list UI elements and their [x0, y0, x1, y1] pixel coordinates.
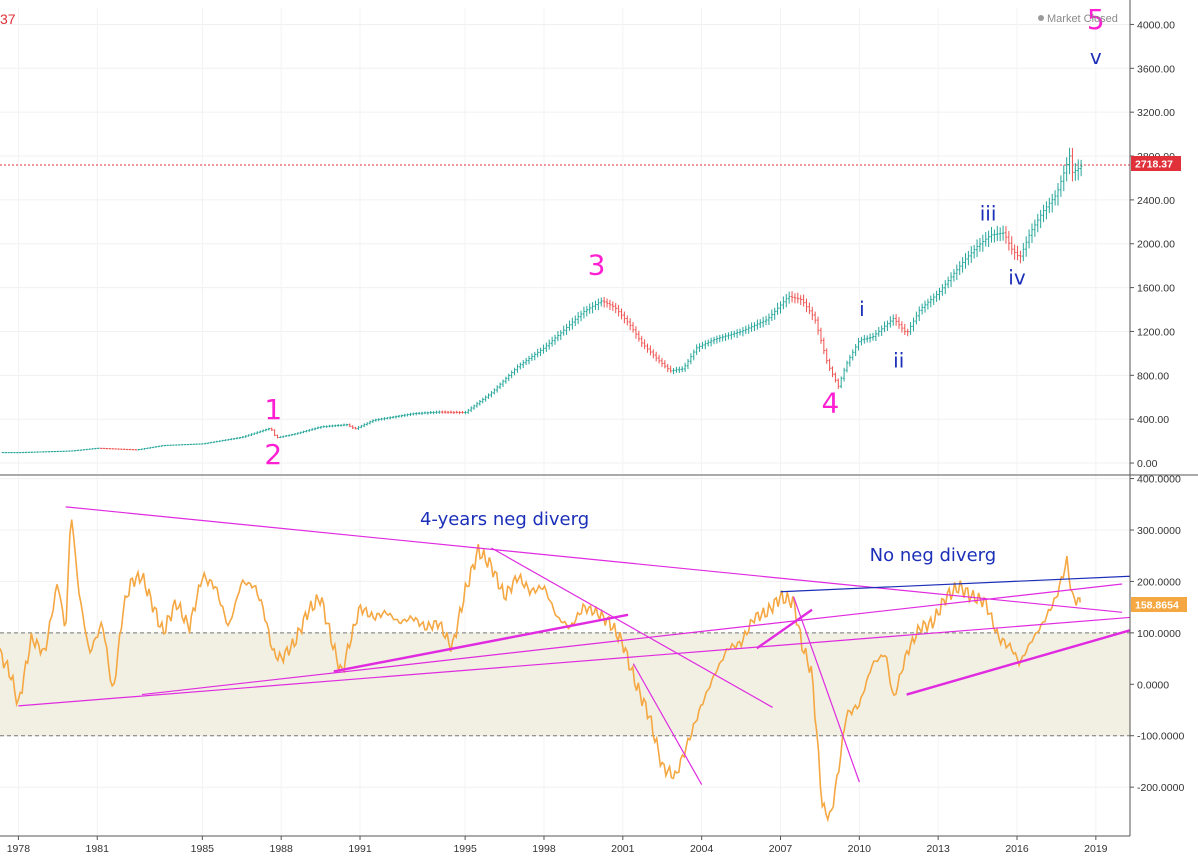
- time-tick-label: 1998: [532, 843, 556, 855]
- market-status-label: Market Closed: [1047, 13, 1118, 25]
- price-tick-label: 4000.00: [1137, 19, 1175, 31]
- price-tick-label: 3200.00: [1137, 107, 1175, 119]
- oscillator-tick-label: 0.0000: [1137, 679, 1169, 691]
- trendline: [793, 596, 860, 783]
- trendline: [141, 583, 1123, 696]
- market-status: Market Closed: [1038, 13, 1118, 25]
- price-candles: [1, 147, 1083, 454]
- oscillator-tick-label: -100.0000: [1137, 731, 1184, 743]
- time-tick-label: 1981: [86, 843, 110, 855]
- oscillator-tick-label: 400.0000: [1137, 474, 1181, 486]
- price-grid: [0, 8, 1130, 474]
- trendline: [906, 629, 1131, 696]
- trendlines: [18, 506, 1131, 785]
- trendline: [333, 613, 629, 673]
- wave-label: 2: [264, 438, 282, 471]
- time-tick-label: 1985: [191, 843, 215, 855]
- wave-label: i: [859, 297, 865, 321]
- time-tick-label: 1978: [7, 843, 31, 855]
- price-tag: 2718.37: [1131, 156, 1181, 171]
- oscillator-series: [0, 519, 1081, 823]
- time-tick-label: 2001: [611, 843, 635, 855]
- trendline: [491, 547, 773, 708]
- wave-label: v: [1090, 45, 1102, 69]
- trendline: [756, 608, 813, 650]
- annotation-label: No neg diverg: [870, 545, 997, 566]
- wave-label: 5: [1087, 3, 1105, 36]
- time-tick-label: 2019: [1084, 843, 1108, 855]
- oscillator-line: [0, 519, 1081, 823]
- annotations: 4-years neg diverg No neg diverg: [420, 509, 996, 566]
- time-tick-label: 2004: [690, 843, 714, 855]
- price-axis-ticks: 4000.003600.003200.002800.002400.002000.…: [1130, 19, 1175, 470]
- time-axis-ticks: 1978 1981 1985 1988 1991 1995 1998 2001 2004 2007…: [7, 836, 1108, 855]
- time-tick-label: 2010: [848, 843, 872, 855]
- price-tick-label: 400.00: [1137, 414, 1169, 426]
- oscillator-tag-box: [1131, 597, 1187, 612]
- trendline: [18, 616, 1131, 707]
- wave-label: 4: [822, 387, 840, 420]
- oscillator-band: [0, 632, 1130, 736]
- wave-label: 1: [264, 393, 282, 426]
- time-tick-label: 2016: [1005, 843, 1029, 855]
- time-tick-label: 1995: [453, 843, 477, 855]
- price-tick-label: 800.00: [1137, 370, 1169, 382]
- oscillator-tag-value: 158.8654: [1135, 600, 1179, 612]
- oscillator-axis-ticks: 400.0000 300.0000 200.0000 100.0000 0.0000 -1…: [1130, 474, 1184, 794]
- oscillator-tick-label: 100.0000: [1137, 628, 1181, 640]
- time-tick-label: 2013: [926, 843, 950, 855]
- trendline: [780, 575, 1131, 593]
- wave-label: ii: [893, 349, 904, 373]
- trendline: [632, 663, 703, 785]
- time-tick-label: 2007: [769, 843, 793, 855]
- oscillator-tick-label: 300.0000: [1137, 525, 1181, 537]
- price-tick-label: 3600.00: [1137, 63, 1175, 75]
- price-tick-label: 2400.00: [1137, 195, 1175, 207]
- status-dot-icon: [1038, 15, 1044, 21]
- price-tick-label: 2000.00: [1137, 239, 1175, 251]
- oscillator-tag: 158.8654: [1131, 597, 1187, 612]
- price-tag-box: [1131, 156, 1181, 171]
- wave-label: iv: [1008, 265, 1026, 289]
- price-tick-label: 1200.00: [1137, 326, 1175, 338]
- annotation-label: 4-years neg diverg: [420, 509, 589, 530]
- trendline: [65, 506, 1123, 613]
- time-tick-label: 1991: [348, 843, 372, 855]
- oscillator-tick-label: -200.0000: [1137, 782, 1184, 794]
- time-tick-label: 1988: [270, 843, 294, 855]
- oscillator-tick-label: 200.0000: [1137, 576, 1181, 588]
- price-tick-label: 1600.00: [1137, 283, 1175, 295]
- wave-label: 3: [588, 248, 606, 281]
- price-tag-value: 2718.37: [1135, 159, 1173, 171]
- wave-label: iii: [980, 202, 997, 226]
- last-price-partial: 37: [0, 11, 16, 27]
- price-tick-label: 0.00: [1137, 458, 1158, 470]
- axes: [0, 0, 1198, 837]
